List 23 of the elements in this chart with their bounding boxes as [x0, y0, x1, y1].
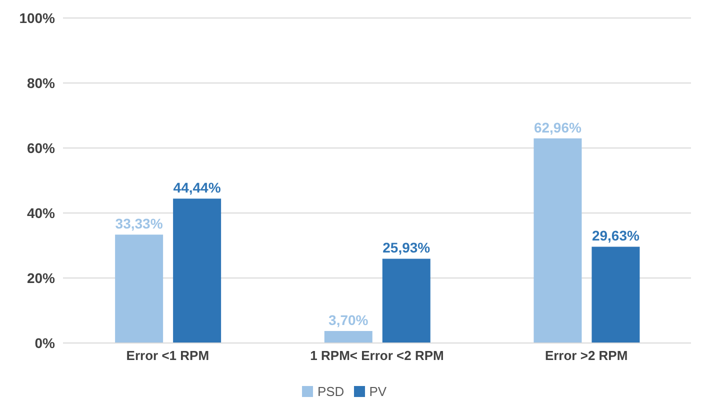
data-label: 33,33%	[115, 216, 164, 232]
bar	[173, 198, 222, 343]
bar	[534, 138, 582, 343]
x-tick-label: Error <1 RPM	[126, 348, 210, 364]
y-tick-label: 40%	[26, 204, 56, 221]
y-tick-label: 20%	[26, 270, 56, 286]
data-label: 25,93%	[382, 240, 431, 256]
bar	[324, 330, 372, 343]
bar	[115, 234, 164, 343]
legend-label: PV	[369, 384, 387, 399]
x-tick-label: 1 RPM< Error <2 RPM	[310, 348, 444, 364]
bar	[382, 258, 430, 343]
data-label: 29,63%	[592, 228, 640, 244]
data-label: 44,44%	[173, 180, 222, 196]
data-label: 62,96%	[534, 119, 582, 136]
y-tick-label: 0%	[34, 334, 56, 351]
bar	[592, 246, 640, 343]
y-tick-label: 80%	[26, 74, 56, 91]
y-tick-label: 60%	[26, 140, 56, 156]
legend-label: PSD	[317, 384, 344, 399]
x-tick-label: Error >2 RPM	[544, 348, 628, 364]
data-label: 3,70%	[328, 312, 369, 328]
y-tick-label: 100%	[19, 10, 56, 26]
